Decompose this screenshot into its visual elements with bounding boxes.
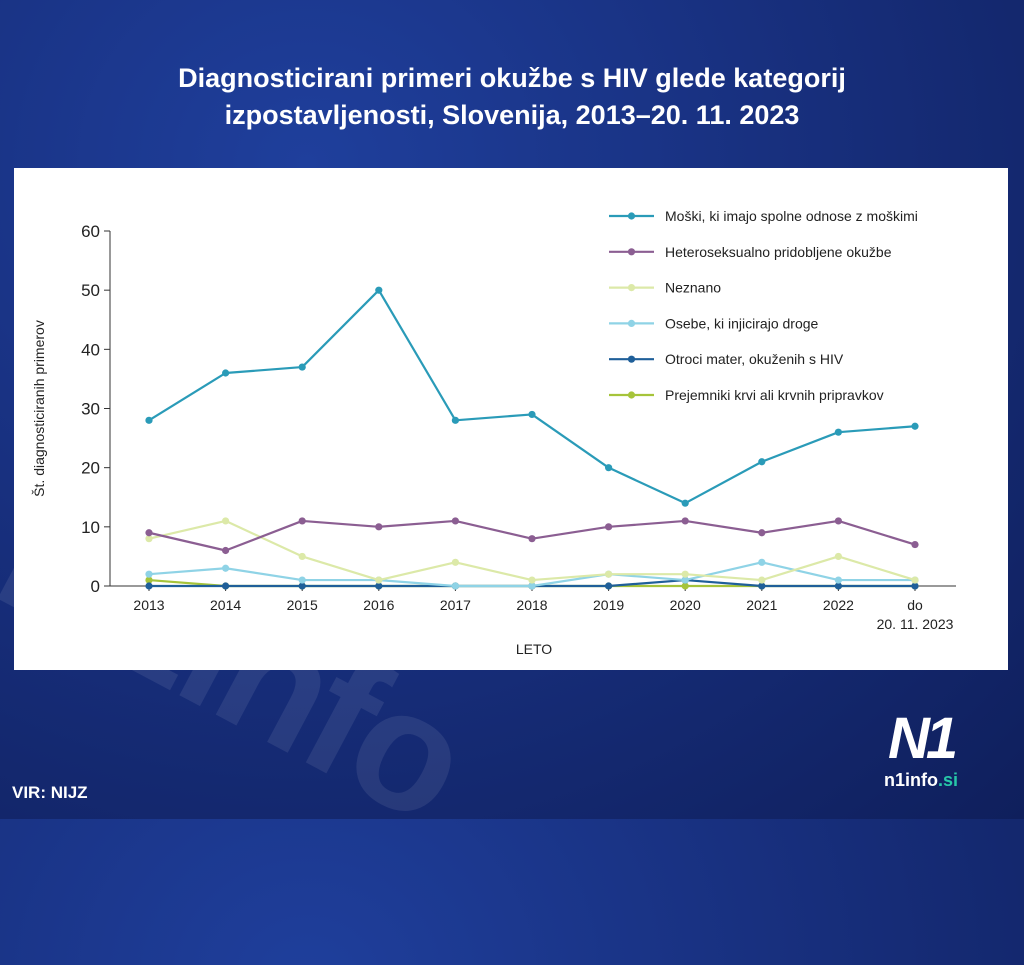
data-point-moski-ki-imajo-spolne-odnose-z-moskimi (222, 369, 230, 377)
data-point-neznano (681, 570, 689, 578)
legend-label: Osebe, ki injicirajo droge (665, 315, 819, 331)
data-point-moski-ki-imajo-spolne-odnose-z-moskimi (528, 410, 536, 419)
title-line-1: Diagnosticirani primeri okužbe s HIV gle… (178, 63, 846, 93)
data-point-moski-ki-imajo-spolne-odnose-z-moskimi (911, 422, 919, 430)
logo-site-main: n1info (884, 770, 938, 790)
data-point-otroci-mater-okuzenih-s-hiv (758, 582, 766, 590)
data-point-moski-ki-imajo-spolne-odnose-z-moskimi (605, 464, 613, 472)
data-point-heteroseksualno-pridobljene-okuzbe (681, 517, 689, 525)
data-point-otroci-mater-okuzenih-s-hiv (911, 582, 919, 590)
data-point-otroci-mater-okuzenih-s-hiv (834, 582, 843, 590)
x-tick-label: 2018 (516, 597, 547, 613)
x-tick-label: 2021 (746, 597, 777, 613)
x-tick-label: do 20. 11. 2023 (877, 597, 954, 632)
data-point-heteroseksualno-pridobljene-okuzbe (911, 540, 919, 549)
data-point-heteroseksualno-pridobljene-okuzbe (222, 546, 230, 555)
data-point-neznano (528, 576, 536, 584)
data-point-neznano (911, 576, 919, 584)
data-point-moski-ki-imajo-spolne-odnose-z-moskimi (375, 286, 383, 294)
data-point-neznano (375, 576, 383, 584)
logo-site: n1info.si (884, 770, 958, 791)
y-axis-label: Št. diagnosticiranih primerov (31, 320, 47, 497)
data-point-neznano (605, 570, 613, 578)
y-tick-label: 60 (81, 222, 100, 241)
data-point-osebe-ki-injicirajo-droge (298, 576, 306, 584)
x-tick-label: 2020 (670, 597, 701, 613)
x-tick-label: 2019 (593, 597, 624, 613)
x-tick-label: 2016 (363, 597, 394, 613)
data-point-neznano (758, 576, 766, 584)
data-point-heteroseksualno-pridobljene-okuzbe (298, 517, 306, 525)
y-tick-label: 0 (91, 577, 100, 596)
data-point-neznano (451, 558, 459, 566)
legend-label: Moški, ki imajo spolne odnose z moškimi (665, 208, 918, 224)
legend-label: Heteroseksualno pridobljene okužbe (665, 244, 892, 260)
legend-swatch-marker (627, 355, 636, 363)
data-point-osebe-ki-injicirajo-droge (758, 558, 766, 566)
title-line-2: izpostavljenosti, Slovenija, 2013–20. 11… (224, 100, 800, 130)
x-tick-label: 2017 (440, 597, 471, 613)
data-point-otroci-mater-okuzenih-s-hiv (298, 582, 306, 590)
legend-label: Neznano (665, 280, 721, 296)
data-point-heteroseksualno-pridobljene-okuzbe (145, 529, 153, 537)
y-tick-label: 10 (81, 518, 100, 537)
legend-label: Prejemniki krvi ali krvnih pripravkov (665, 387, 884, 403)
data-point-heteroseksualno-pridobljene-okuzbe (528, 535, 536, 543)
data-point-otroci-mater-okuzenih-s-hiv (145, 582, 153, 590)
data-point-osebe-ki-injicirajo-droge (451, 582, 459, 590)
data-point-moski-ki-imajo-spolne-odnose-z-moskimi (451, 416, 459, 424)
y-tick-label: 30 (81, 400, 100, 419)
line-chart: 0 10 20 30 40 50 60 2013 2014 2015 2016 2017 2018 201… (31, 208, 956, 657)
source-label: VIR: NIJZ (12, 783, 88, 802)
data-point-heteroseksualno-pridobljene-okuzbe (451, 517, 459, 525)
data-point-osebe-ki-injicirajo-droge (834, 576, 843, 584)
data-point-heteroseksualno-pridobljene-okuzbe (758, 529, 766, 537)
page-title: Diagnosticirani primeri okužbe s HIV gle… (0, 60, 1024, 134)
data-point-moski-ki-imajo-spolne-odnose-z-moskimi (298, 363, 306, 371)
data-point-neznano (222, 517, 230, 525)
logo-mark: N1 (888, 706, 958, 771)
x-axis-label: LETO (516, 641, 552, 657)
legend-swatch-marker (627, 391, 636, 399)
data-point-moski-ki-imajo-spolne-odnose-z-moskimi (834, 428, 843, 436)
data-point-otroci-mater-okuzenih-s-hiv (222, 582, 230, 590)
data-point-osebe-ki-injicirajo-droge (528, 582, 536, 590)
data-point-neznano (145, 535, 153, 543)
legend-swatch-marker (627, 284, 636, 292)
logo-site-suffix: .si (938, 770, 959, 790)
data-point-heteroseksualno-pridobljene-okuzbe (375, 523, 383, 531)
x-tick-label: 2022 (823, 597, 854, 613)
legend-swatch-marker (627, 212, 636, 220)
n1-logo: N1 n1info.si (884, 706, 988, 795)
data-point-heteroseksualno-pridobljene-okuzbe (834, 517, 843, 525)
data-point-osebe-ki-injicirajo-droge (681, 576, 689, 584)
data-point-prejemniki-krvi-ali-krvnih-pripravkov (681, 582, 689, 590)
x-tick-label: 2015 (287, 597, 318, 613)
data-point-neznano (298, 552, 306, 561)
legend-label: Otroci mater, okuženih s HIV (665, 351, 844, 367)
legend-swatch-marker (627, 319, 636, 327)
data-point-heteroseksualno-pridobljene-okuzbe (605, 523, 613, 531)
legend-swatch-marker (627, 248, 636, 256)
y-tick-label: 20 (81, 459, 100, 478)
data-point-moski-ki-imajo-spolne-odnose-z-moskimi (681, 499, 689, 507)
x-tick-label: 2013 (133, 597, 164, 613)
data-point-moski-ki-imajo-spolne-odnose-z-moskimi (758, 458, 766, 466)
x-tick-label: 2014 (210, 597, 241, 613)
y-tick-label: 40 (81, 340, 100, 359)
data-point-osebe-ki-injicirajo-droge (222, 564, 230, 572)
data-point-otroci-mater-okuzenih-s-hiv (605, 582, 613, 590)
data-point-prejemniki-krvi-ali-krvnih-pripravkov (145, 576, 153, 584)
data-point-otroci-mater-okuzenih-s-hiv (375, 582, 383, 590)
y-tick-label: 50 (81, 281, 100, 300)
data-point-osebe-ki-injicirajo-droge (145, 570, 153, 578)
data-point-neznano (834, 552, 843, 561)
data-point-moski-ki-imajo-spolne-odnose-z-moskimi (145, 416, 153, 424)
